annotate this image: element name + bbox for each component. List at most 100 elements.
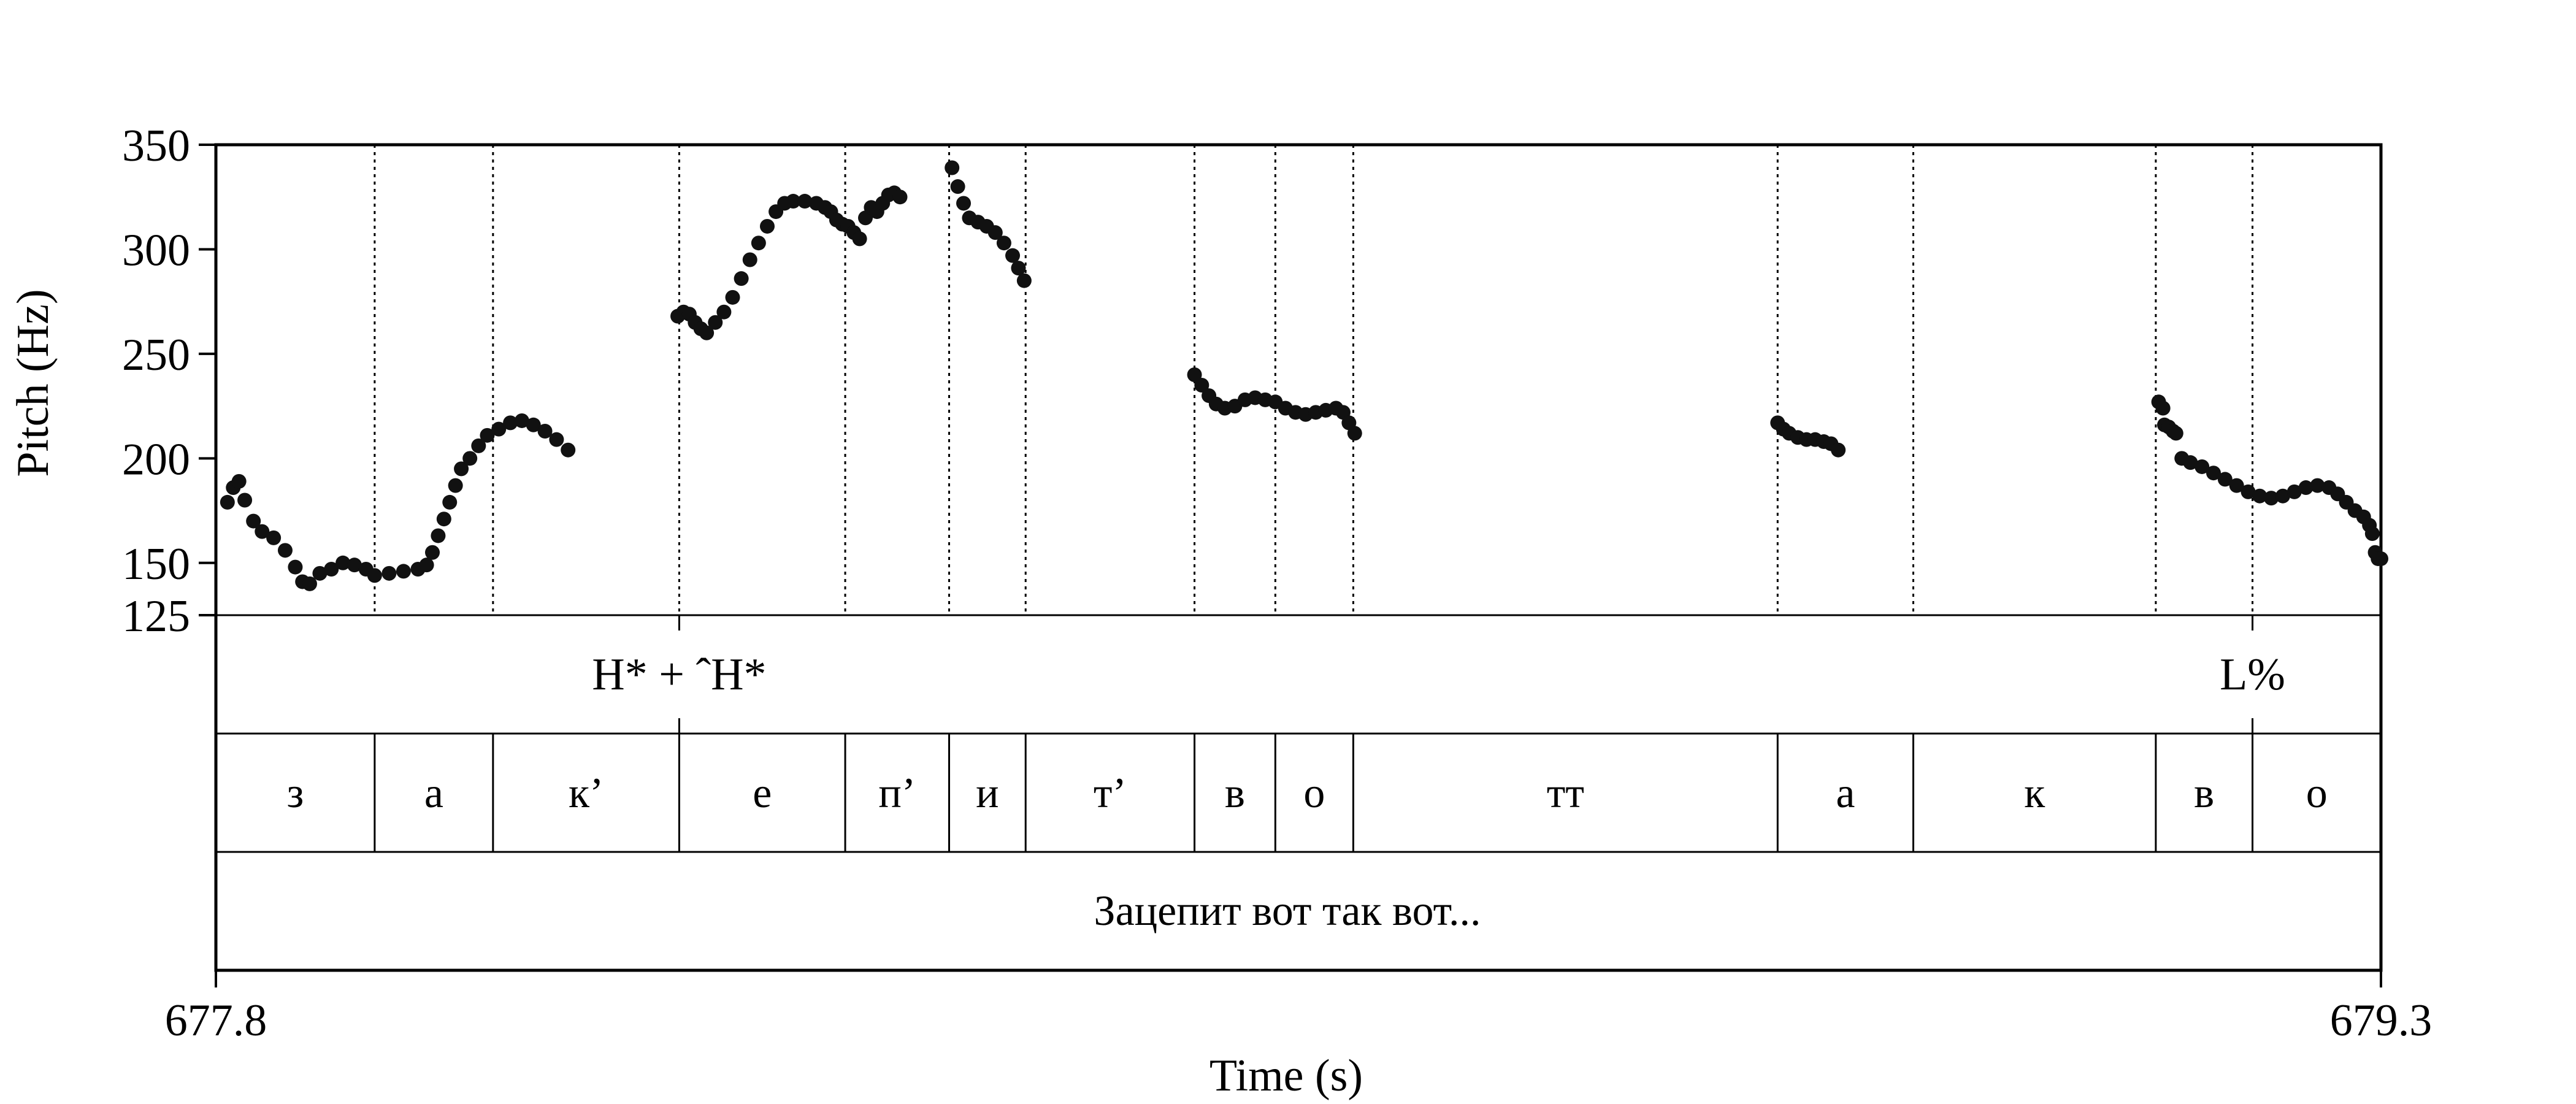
pitch-point — [425, 545, 440, 560]
pitch-point — [246, 513, 261, 529]
segment-label: о — [1303, 770, 1325, 817]
pitch-point — [436, 512, 451, 527]
pitch-point — [2241, 484, 2256, 499]
pitch-point — [2168, 426, 2183, 441]
pitch-point — [220, 494, 235, 510]
pitch-point — [751, 236, 766, 251]
tone-label: H* + ˆH* — [592, 650, 766, 700]
pitch-point — [419, 558, 434, 573]
pitch-point — [699, 325, 715, 340]
pitch-point — [2229, 478, 2244, 493]
pitch-point — [367, 568, 382, 583]
pitch-point — [491, 421, 507, 437]
pitch-point — [734, 271, 749, 286]
pitch-point — [2206, 466, 2221, 481]
pitch-point — [1347, 426, 1362, 441]
segment-label: а — [1836, 770, 1855, 817]
x-tick-label-end: 679.3 — [2330, 995, 2432, 1046]
segment-label: тт — [1547, 770, 1584, 817]
pitch-point — [335, 555, 351, 570]
pitch-point — [324, 562, 339, 577]
pitch-point — [503, 415, 518, 431]
pitch-point — [956, 196, 972, 211]
y-tick-label: 200 — [122, 434, 190, 485]
pitch-point — [2298, 480, 2313, 496]
pitch-point — [347, 558, 362, 573]
pitch-point — [1194, 378, 1209, 393]
segment-label: т’ — [1094, 770, 1127, 817]
segment-label: в — [1225, 770, 1245, 817]
pitch-point — [266, 530, 282, 545]
segment-label: к — [2024, 770, 2045, 817]
pitch-point — [786, 194, 801, 209]
pitch-point — [2155, 401, 2171, 416]
tier-lines — [199, 143, 2383, 987]
pitch-point — [852, 231, 867, 247]
segment-label: з — [287, 770, 304, 817]
utterance-text: Зацепит вот так вот... — [1094, 887, 1481, 935]
figure-frame — [214, 143, 2383, 972]
pitch-points — [220, 160, 2388, 591]
pitch-point — [945, 160, 960, 175]
chart-text: Pitch (Hz) Time (s) Зацепит вот так вот.… — [8, 121, 2432, 1101]
pitch-point — [454, 461, 469, 477]
pitch-point — [526, 417, 541, 432]
pitch-point — [1016, 273, 1032, 288]
pitch-point — [1187, 367, 1202, 382]
pitch-point — [462, 451, 478, 466]
pitch-point — [302, 576, 317, 591]
pitch-point — [716, 304, 732, 320]
pitch-point — [396, 564, 411, 579]
y-tick-label: 125 — [122, 591, 190, 642]
pitch-point — [442, 494, 458, 510]
pitch-point — [255, 524, 270, 539]
pitch-point — [2374, 551, 2388, 566]
pitch-point — [996, 236, 1011, 251]
segment-label: к’ — [569, 770, 604, 817]
segment-label: и — [976, 770, 999, 817]
pitch-point — [549, 432, 564, 447]
pitch-point — [431, 528, 446, 543]
pitch-point — [2364, 526, 2380, 542]
pitch-point — [797, 194, 813, 209]
pitch-point — [514, 413, 529, 428]
pitch-point — [312, 565, 328, 581]
pitch-point — [1011, 261, 1026, 276]
pitch-point — [2275, 488, 2290, 504]
pitch-point — [1831, 442, 1846, 458]
pitch-point — [708, 315, 723, 330]
pitch-point — [950, 179, 965, 194]
pitch-point — [277, 543, 293, 558]
pitch-point — [537, 424, 553, 439]
pitch-point — [2183, 455, 2198, 470]
pitch-point — [2287, 484, 2302, 499]
y-tick-label: 350 — [122, 121, 190, 171]
pitch-point — [725, 289, 740, 305]
pitch-point — [471, 438, 486, 453]
pitch-point — [2252, 488, 2267, 504]
pitch-point — [2217, 472, 2233, 487]
pitch-point — [480, 427, 495, 443]
pitch-point — [1005, 248, 1021, 263]
pitch-point — [2310, 478, 2325, 493]
segment-label: в — [2194, 770, 2214, 817]
pitch-point — [237, 493, 253, 508]
pitch-point — [381, 565, 397, 581]
pitch-point — [231, 473, 247, 489]
x-axis-label: Time (s) — [1209, 1051, 1363, 1101]
pitch-point — [2195, 459, 2210, 474]
segment-label: о — [2306, 770, 2328, 817]
pitch-point — [987, 225, 1003, 240]
segment-label: е — [753, 770, 772, 817]
segment-label: а — [424, 770, 443, 817]
x-tick-label-start: 677.8 — [165, 995, 267, 1046]
pitch-point — [448, 478, 463, 493]
y-tick-label: 300 — [122, 225, 190, 275]
segment-label: п’ — [878, 770, 916, 817]
pitch-point — [2264, 491, 2279, 506]
y-tick-label: 250 — [122, 330, 190, 380]
y-tick-label: 150 — [122, 539, 190, 589]
pitch-point — [561, 442, 576, 458]
y-axis-label: Pitch (Hz) — [8, 289, 58, 477]
